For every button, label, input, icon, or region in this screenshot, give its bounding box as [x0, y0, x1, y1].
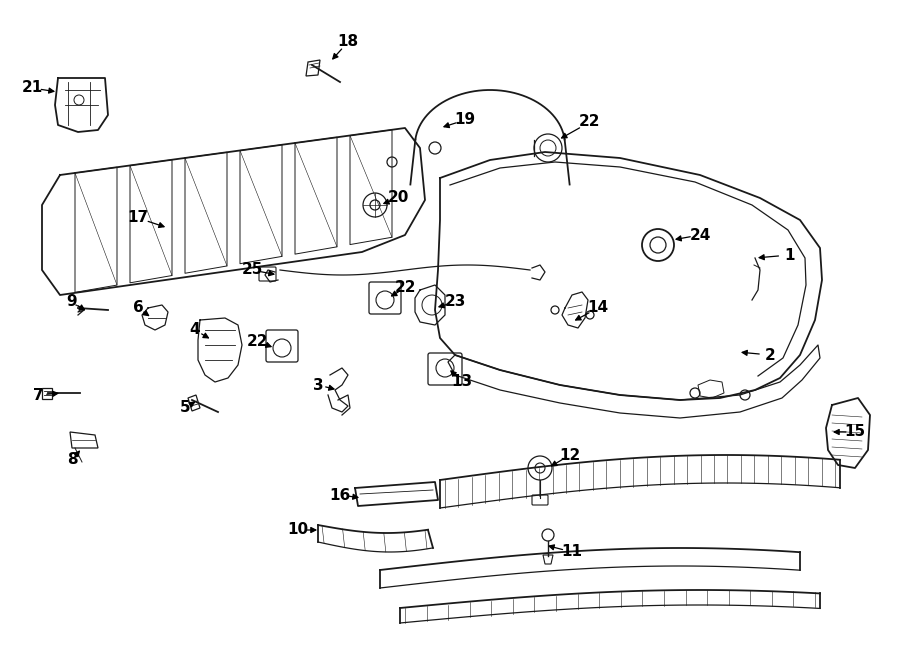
Text: 24: 24 [689, 227, 711, 243]
Text: 11: 11 [562, 545, 582, 559]
Text: 6: 6 [132, 301, 143, 315]
Text: 16: 16 [329, 488, 351, 502]
Text: 17: 17 [128, 210, 148, 225]
Text: 1: 1 [785, 247, 796, 262]
Text: 5: 5 [180, 401, 190, 416]
Text: 7: 7 [32, 387, 43, 403]
Text: 22: 22 [580, 114, 601, 130]
Text: 14: 14 [588, 301, 608, 315]
Text: 9: 9 [67, 295, 77, 309]
Text: 15: 15 [844, 424, 866, 440]
Text: 12: 12 [560, 447, 580, 463]
Text: 2: 2 [765, 348, 776, 362]
Text: 19: 19 [454, 112, 475, 128]
Text: 13: 13 [452, 375, 472, 389]
Text: 18: 18 [338, 34, 358, 50]
Text: 21: 21 [22, 81, 42, 95]
Text: 10: 10 [287, 522, 309, 537]
Text: 25: 25 [241, 262, 263, 278]
Text: 3: 3 [312, 377, 323, 393]
Text: 20: 20 [387, 190, 409, 206]
Text: 23: 23 [445, 295, 465, 309]
Text: 22: 22 [248, 334, 269, 350]
Text: 22: 22 [394, 280, 416, 295]
Text: 8: 8 [67, 453, 77, 467]
Text: 4: 4 [190, 323, 201, 338]
